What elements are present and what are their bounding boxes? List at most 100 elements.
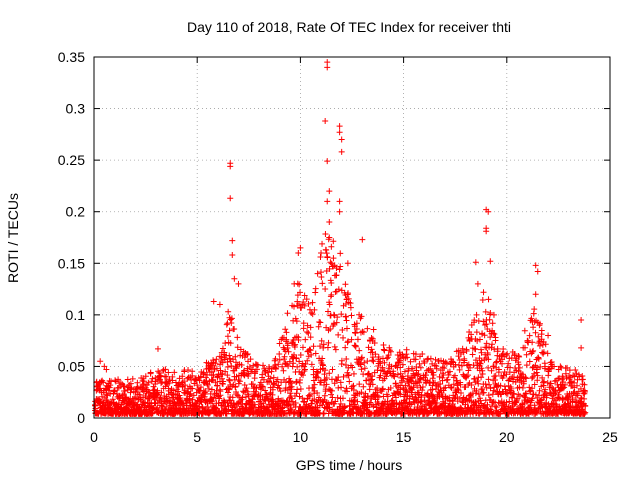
data-point xyxy=(229,252,236,259)
data-point xyxy=(289,398,296,405)
data-point xyxy=(323,247,330,254)
data-point xyxy=(394,371,401,378)
data-point xyxy=(312,350,319,357)
data-point xyxy=(582,403,589,410)
data-point xyxy=(99,393,106,400)
data-point xyxy=(361,365,368,372)
data-point xyxy=(260,362,267,369)
data-point xyxy=(463,373,470,380)
data-point xyxy=(157,372,164,379)
data-point xyxy=(158,397,165,404)
data-point xyxy=(578,317,585,324)
data-point xyxy=(316,394,323,401)
data-point xyxy=(204,403,211,410)
data-point xyxy=(574,382,581,389)
data-point xyxy=(540,379,547,386)
data-point xyxy=(564,400,571,407)
data-point xyxy=(479,331,486,338)
data-point xyxy=(358,313,365,320)
data-point xyxy=(310,366,317,373)
data-point xyxy=(387,348,394,355)
data-point xyxy=(484,401,491,408)
data-point xyxy=(324,401,331,408)
x-tick-label: 10 xyxy=(293,429,309,445)
data-point xyxy=(189,372,196,379)
data-point xyxy=(476,336,483,343)
data-point xyxy=(228,320,235,327)
data-point xyxy=(354,336,361,343)
data-point xyxy=(307,391,314,398)
data-point xyxy=(358,389,365,396)
data-point xyxy=(477,360,484,367)
data-point xyxy=(185,366,192,373)
data-point xyxy=(336,198,343,205)
data-point xyxy=(282,326,289,333)
data-point xyxy=(503,399,510,406)
data-point xyxy=(226,386,233,393)
data-point xyxy=(427,379,434,386)
data-point xyxy=(344,388,351,395)
data-point xyxy=(504,350,511,357)
data-point xyxy=(279,405,286,412)
data-point xyxy=(542,341,549,348)
data-point xyxy=(213,356,220,363)
data-point xyxy=(442,359,449,366)
data-point xyxy=(468,331,475,338)
data-point xyxy=(244,350,251,357)
data-point xyxy=(295,301,302,308)
data-point xyxy=(210,394,217,401)
data-point xyxy=(545,332,552,339)
chart-title: Day 110 of 2018, Rate Of TEC Index for r… xyxy=(187,19,511,35)
data-point xyxy=(227,195,234,202)
data-point xyxy=(579,372,586,379)
data-point xyxy=(249,396,256,403)
data-point xyxy=(445,372,452,379)
data-point xyxy=(478,374,485,381)
data-point xyxy=(513,396,520,403)
data-point xyxy=(147,370,154,377)
y-tick-label: 0.05 xyxy=(58,358,85,374)
data-point xyxy=(288,395,295,402)
data-point xyxy=(181,378,188,385)
data-point xyxy=(305,392,312,399)
data-point xyxy=(446,368,453,375)
data-point xyxy=(574,392,581,399)
data-point xyxy=(297,244,304,251)
data-point xyxy=(461,355,468,362)
data-point xyxy=(493,404,500,411)
data-point xyxy=(385,352,392,359)
data-point xyxy=(318,249,325,256)
data-point xyxy=(390,372,397,379)
data-point xyxy=(536,320,543,327)
data-point xyxy=(301,398,308,405)
data-point xyxy=(326,370,333,377)
data-point xyxy=(479,371,486,377)
data-point xyxy=(549,384,556,391)
data-point xyxy=(306,346,313,353)
data-point xyxy=(484,351,491,358)
data-point xyxy=(475,380,482,387)
data-point xyxy=(403,399,410,406)
data-point xyxy=(350,386,357,393)
data-point xyxy=(478,349,485,356)
data-point xyxy=(532,329,539,336)
data-point xyxy=(360,329,367,336)
data-point xyxy=(473,329,480,336)
data-point xyxy=(251,404,258,411)
data-point xyxy=(264,393,271,400)
data-point xyxy=(343,325,350,332)
data-point xyxy=(210,298,217,305)
data-point xyxy=(291,280,298,287)
data-point xyxy=(345,290,352,297)
data-point xyxy=(226,327,233,334)
data-point xyxy=(358,366,365,373)
data-point xyxy=(295,249,302,256)
data-point xyxy=(241,372,248,379)
data-point xyxy=(534,268,541,275)
data-point xyxy=(304,329,311,336)
data-point xyxy=(360,383,367,390)
data-point xyxy=(227,163,234,170)
data-point xyxy=(176,392,183,399)
data-point xyxy=(122,394,129,401)
data-point xyxy=(569,398,576,405)
